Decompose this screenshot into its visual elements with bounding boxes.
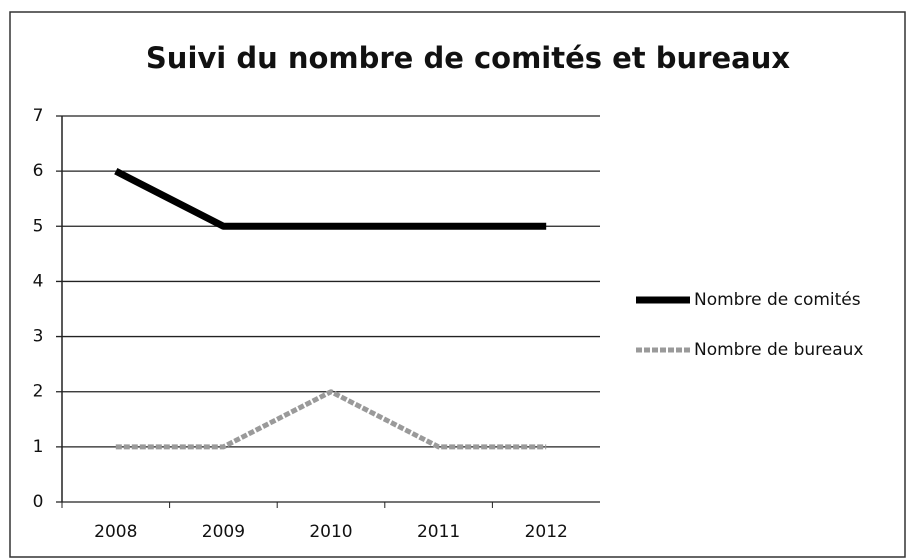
- x-tick-label: 2009: [202, 522, 245, 542]
- y-tick-label: 2: [33, 382, 44, 402]
- series-line: [114, 168, 547, 230]
- y-tick-label: 0: [33, 492, 44, 512]
- x-tick-label: 2011: [417, 522, 460, 542]
- x-tick-label: 2010: [309, 522, 352, 542]
- y-tick-label: 5: [33, 216, 44, 236]
- y-tick-label: 1: [33, 437, 44, 457]
- chart-frame: [9, 11, 906, 558]
- x-tick-label: 2012: [525, 522, 568, 542]
- y-tick-label: 6: [33, 161, 44, 181]
- y-tick-label: 3: [33, 327, 44, 347]
- chart-title: Suivi du nombre de comités et bureaux: [146, 41, 790, 75]
- series-line: [115, 389, 547, 450]
- y-tick-label: 7: [33, 106, 44, 126]
- legend-label: Nombre de comités: [694, 290, 861, 310]
- legend-label: Nombre de bureaux: [694, 340, 864, 360]
- x-tick-label: 2008: [94, 522, 137, 542]
- y-tick-label: 4: [33, 271, 44, 291]
